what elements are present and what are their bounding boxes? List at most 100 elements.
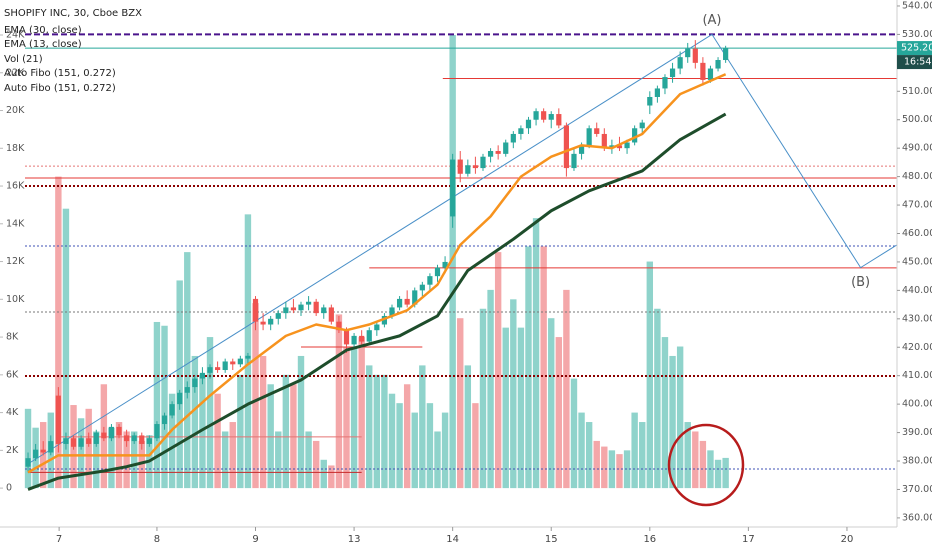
last-price-box	[897, 41, 932, 56]
y-tick-label: 500.00	[902, 114, 932, 125]
wave-label: (A)	[702, 13, 721, 28]
candle-body	[86, 438, 92, 444]
candle-body	[313, 301, 319, 314]
y-tick-label: 540.00	[902, 0, 932, 11]
volume-bar	[608, 450, 616, 489]
candle-body	[541, 111, 547, 120]
y-tick-label: 470.00	[902, 200, 932, 211]
candle-body	[533, 111, 539, 120]
candle-body	[199, 372, 206, 379]
candle-body	[48, 441, 54, 453]
candle-body	[230, 361, 236, 365]
candle-body	[207, 367, 213, 373]
y-tick-label: 480.00	[902, 171, 932, 182]
candle-body	[336, 321, 342, 331]
candle-body	[343, 330, 350, 345]
ema-line	[27, 112, 727, 491]
volume-bar	[297, 355, 305, 489]
candle-body	[283, 307, 289, 314]
candle-body	[93, 432, 99, 444]
volume-bar	[366, 365, 373, 489]
volume-bar	[237, 374, 244, 489]
volume-bar	[426, 403, 434, 489]
volume-bar	[168, 393, 176, 489]
candle-body	[214, 367, 221, 371]
candle-body	[260, 321, 266, 325]
volume-bar	[24, 408, 32, 489]
volume-bar	[328, 465, 335, 489]
volume-bar	[464, 365, 472, 489]
candle-body	[578, 145, 585, 154]
last-price-label: 525.20	[901, 43, 932, 54]
volume-bar	[191, 355, 199, 489]
x-tick-label: 20	[841, 534, 854, 545]
legend-entry: Vol (21)	[4, 54, 43, 65]
volume-bar	[320, 459, 327, 489]
candle-body	[472, 165, 479, 169]
candle-body	[108, 426, 115, 439]
volume-bar	[714, 459, 722, 489]
y2-tick-label: 12K	[6, 256, 25, 267]
chart-title: SHOPIFY INC, 30, Cboe BZX	[4, 8, 142, 19]
candle-body	[381, 315, 388, 325]
y2-tick-label: 16K	[6, 181, 25, 192]
candle-body	[419, 284, 425, 291]
y-tick-label: 360.00	[902, 512, 932, 523]
volume-bar	[502, 327, 509, 489]
candle-body	[124, 435, 130, 442]
candle-body	[359, 335, 365, 342]
y2-tick-label: 14K	[6, 218, 25, 229]
candle-body	[510, 133, 516, 143]
volume-bar	[722, 457, 729, 489]
y-tick-label: 450.00	[902, 256, 932, 267]
candle-body	[404, 298, 410, 305]
candle-body	[427, 276, 433, 285]
candle-body	[154, 424, 160, 439]
volume-bar	[312, 440, 320, 489]
candle-body	[116, 426, 122, 436]
candle-body	[305, 301, 312, 305]
y-tick-label: 410.00	[902, 370, 932, 381]
volume-bar	[441, 412, 449, 489]
wave-label: (B)	[851, 275, 870, 290]
volume-bar	[221, 431, 229, 489]
candle-body	[351, 335, 357, 345]
wave-line	[27, 33, 898, 465]
volume-bar	[570, 378, 578, 489]
volume-bar	[623, 450, 631, 489]
candle-body	[677, 57, 683, 69]
volume-bar	[692, 431, 699, 489]
candle-body	[548, 114, 554, 120]
volume-bar	[616, 454, 623, 489]
volume-bar	[153, 321, 161, 489]
candle-body	[647, 96, 653, 106]
candle-body	[396, 298, 403, 308]
volume-bar	[487, 289, 494, 489]
volume-bar	[639, 422, 646, 489]
volume-bar	[335, 314, 343, 489]
candle-body	[78, 438, 84, 447]
legend-entry: Auto Fibo (151, 0.272)	[4, 68, 116, 79]
candle-body	[518, 128, 524, 134]
candle-body	[139, 435, 145, 444]
candle-body	[237, 358, 243, 365]
volume-bar	[472, 403, 479, 489]
volume-bar	[555, 337, 563, 489]
countdown-label: 16:54	[904, 57, 931, 68]
volume-bar	[510, 299, 517, 489]
candle-body	[503, 142, 509, 154]
candle-body	[601, 133, 607, 149]
candle-body	[525, 119, 532, 129]
candle-body	[685, 48, 691, 58]
candle-body	[245, 355, 251, 359]
candle-body	[63, 438, 69, 444]
ema-line	[27, 73, 727, 474]
volume-bar	[684, 422, 691, 489]
volume-bar	[563, 289, 570, 489]
candle-body	[434, 267, 441, 277]
volume-bar	[548, 318, 555, 489]
y2-tick-label: 24K	[6, 30, 25, 41]
